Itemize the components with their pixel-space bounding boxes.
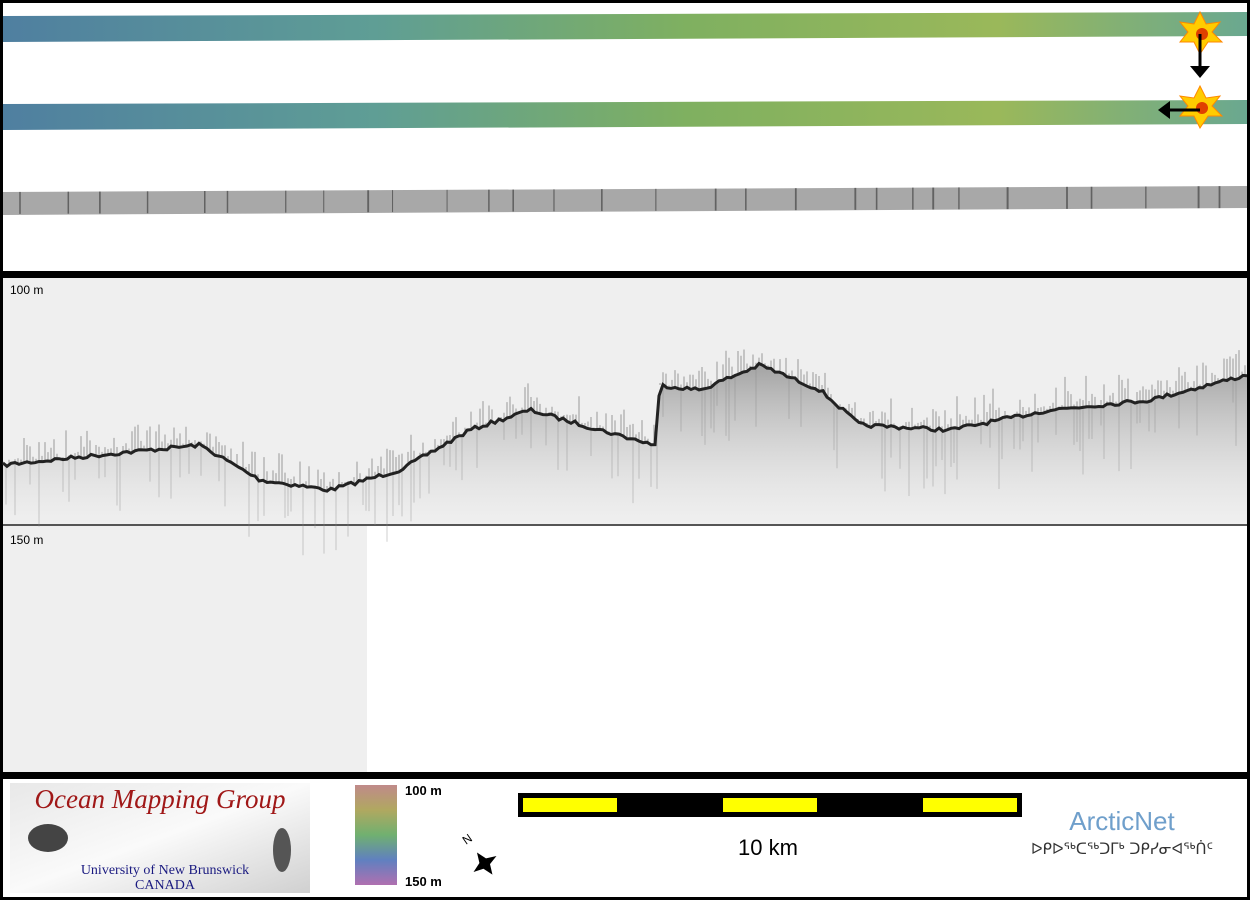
sidescan-swath (3, 186, 1247, 215)
colorbar (355, 785, 397, 885)
scale-bar-label: 10 km (738, 835, 798, 860)
logo-graphic (273, 828, 291, 872)
swath (3, 100, 1247, 130)
scale-bar-segment (923, 798, 1017, 812)
scale-bar-segment (723, 798, 817, 812)
seafloor-echo (2, 361, 1248, 493)
sub-bottom (3, 363, 1247, 524)
map-panel (3, 3, 1247, 271)
arrow-head (1158, 101, 1170, 119)
sidescan-texture (19, 186, 1221, 214)
logo-country: CANADA (135, 878, 196, 893)
logo-university: University of New Brunswick (81, 863, 249, 878)
colorbar-label: 100 m (405, 783, 442, 798)
arrow-head (1190, 66, 1210, 78)
arcticnet-syllabics: ᐅᑭᐅᖅᑕᖅᑐᒥᒃ ᑐᑭᓯᓂᐊᖅᑏᑦ (1031, 840, 1213, 858)
scale-bar-segment (523, 798, 617, 812)
swath (3, 12, 1247, 42)
sun-core (1196, 102, 1208, 114)
echogram-data (3, 526, 367, 772)
colorbar-label: 150 m (405, 874, 442, 889)
sun-core (1196, 28, 1208, 40)
compass-rose (473, 852, 497, 875)
depth-label: 150 m (10, 533, 43, 547)
depth-label: 100 m (10, 283, 43, 297)
logo-title: Ocean Mapping Group (35, 784, 286, 814)
logo-graphic (28, 824, 68, 852)
arcticnet-logo: ArcticNet (1069, 806, 1175, 836)
